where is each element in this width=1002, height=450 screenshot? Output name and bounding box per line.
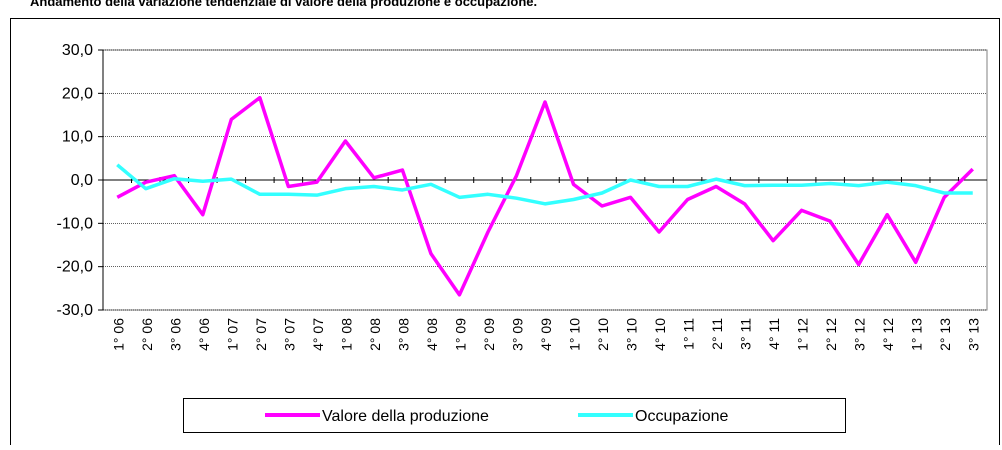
x-tick-label: 4° 06 xyxy=(196,318,212,351)
x-tick-label: 4° 12 xyxy=(880,318,896,351)
y-tick-label: -20,0 xyxy=(57,259,94,276)
x-tick-label: 2° 11 xyxy=(709,318,725,350)
x-tick-label: 2° 13 xyxy=(937,318,953,351)
x-tick-label: 2° 08 xyxy=(367,318,383,351)
x-tick-label: 2° 09 xyxy=(481,318,497,351)
series-line xyxy=(116,95,974,297)
legend-label: Occupazione xyxy=(635,408,728,425)
x-tick-label: 1° 12 xyxy=(795,318,811,351)
x-tick-label: 3° 09 xyxy=(509,318,525,351)
x-tick-label: 3° 10 xyxy=(624,318,640,351)
x-tick-label: 4° 08 xyxy=(424,318,440,351)
x-tick-label: 1° 09 xyxy=(452,318,468,351)
x-tick-label: 3° 07 xyxy=(281,318,297,351)
x-tick-label: 1° 06 xyxy=(110,318,126,351)
x-tick-label: 3° 11 xyxy=(738,318,754,350)
x-tick-label: 4° 11 xyxy=(766,318,782,350)
y-tick-label: 0,0 xyxy=(71,172,93,189)
x-tick-label: 1° 07 xyxy=(224,318,240,351)
y-tick-label: 30,0 xyxy=(62,42,93,59)
x-tick-label: 2° 10 xyxy=(595,318,611,351)
x-tick-label: 2° 07 xyxy=(253,318,269,351)
y-tick-label: 20,0 xyxy=(62,85,93,102)
x-tick-label: 3° 13 xyxy=(966,318,982,351)
x-tick-label: 4° 07 xyxy=(310,318,326,351)
series-line xyxy=(116,163,973,206)
y-tick-label: 10,0 xyxy=(62,129,93,146)
x-tick-label: 1° 10 xyxy=(567,318,583,351)
x-tick-label: 4° 09 xyxy=(538,318,554,351)
y-tick-label: -30,0 xyxy=(57,302,94,319)
legend-label: Valore della produzione xyxy=(322,408,489,425)
x-tick-label: 1° 08 xyxy=(338,318,354,351)
x-tick-label: 2° 06 xyxy=(139,318,155,351)
x-tick-label: 2° 12 xyxy=(823,318,839,351)
x-tick-label: 1° 11 xyxy=(681,318,697,350)
y-tick-label: -10,0 xyxy=(57,215,94,232)
x-tick-label: 4° 10 xyxy=(652,318,668,351)
x-tick-label: 3° 12 xyxy=(852,318,868,351)
chart-title: Andamento della variazione tendenziale d… xyxy=(30,0,537,9)
x-tick-label: 1° 13 xyxy=(909,318,925,351)
x-tick-label: 3° 06 xyxy=(167,318,183,351)
x-tick-label: 3° 08 xyxy=(395,318,411,351)
